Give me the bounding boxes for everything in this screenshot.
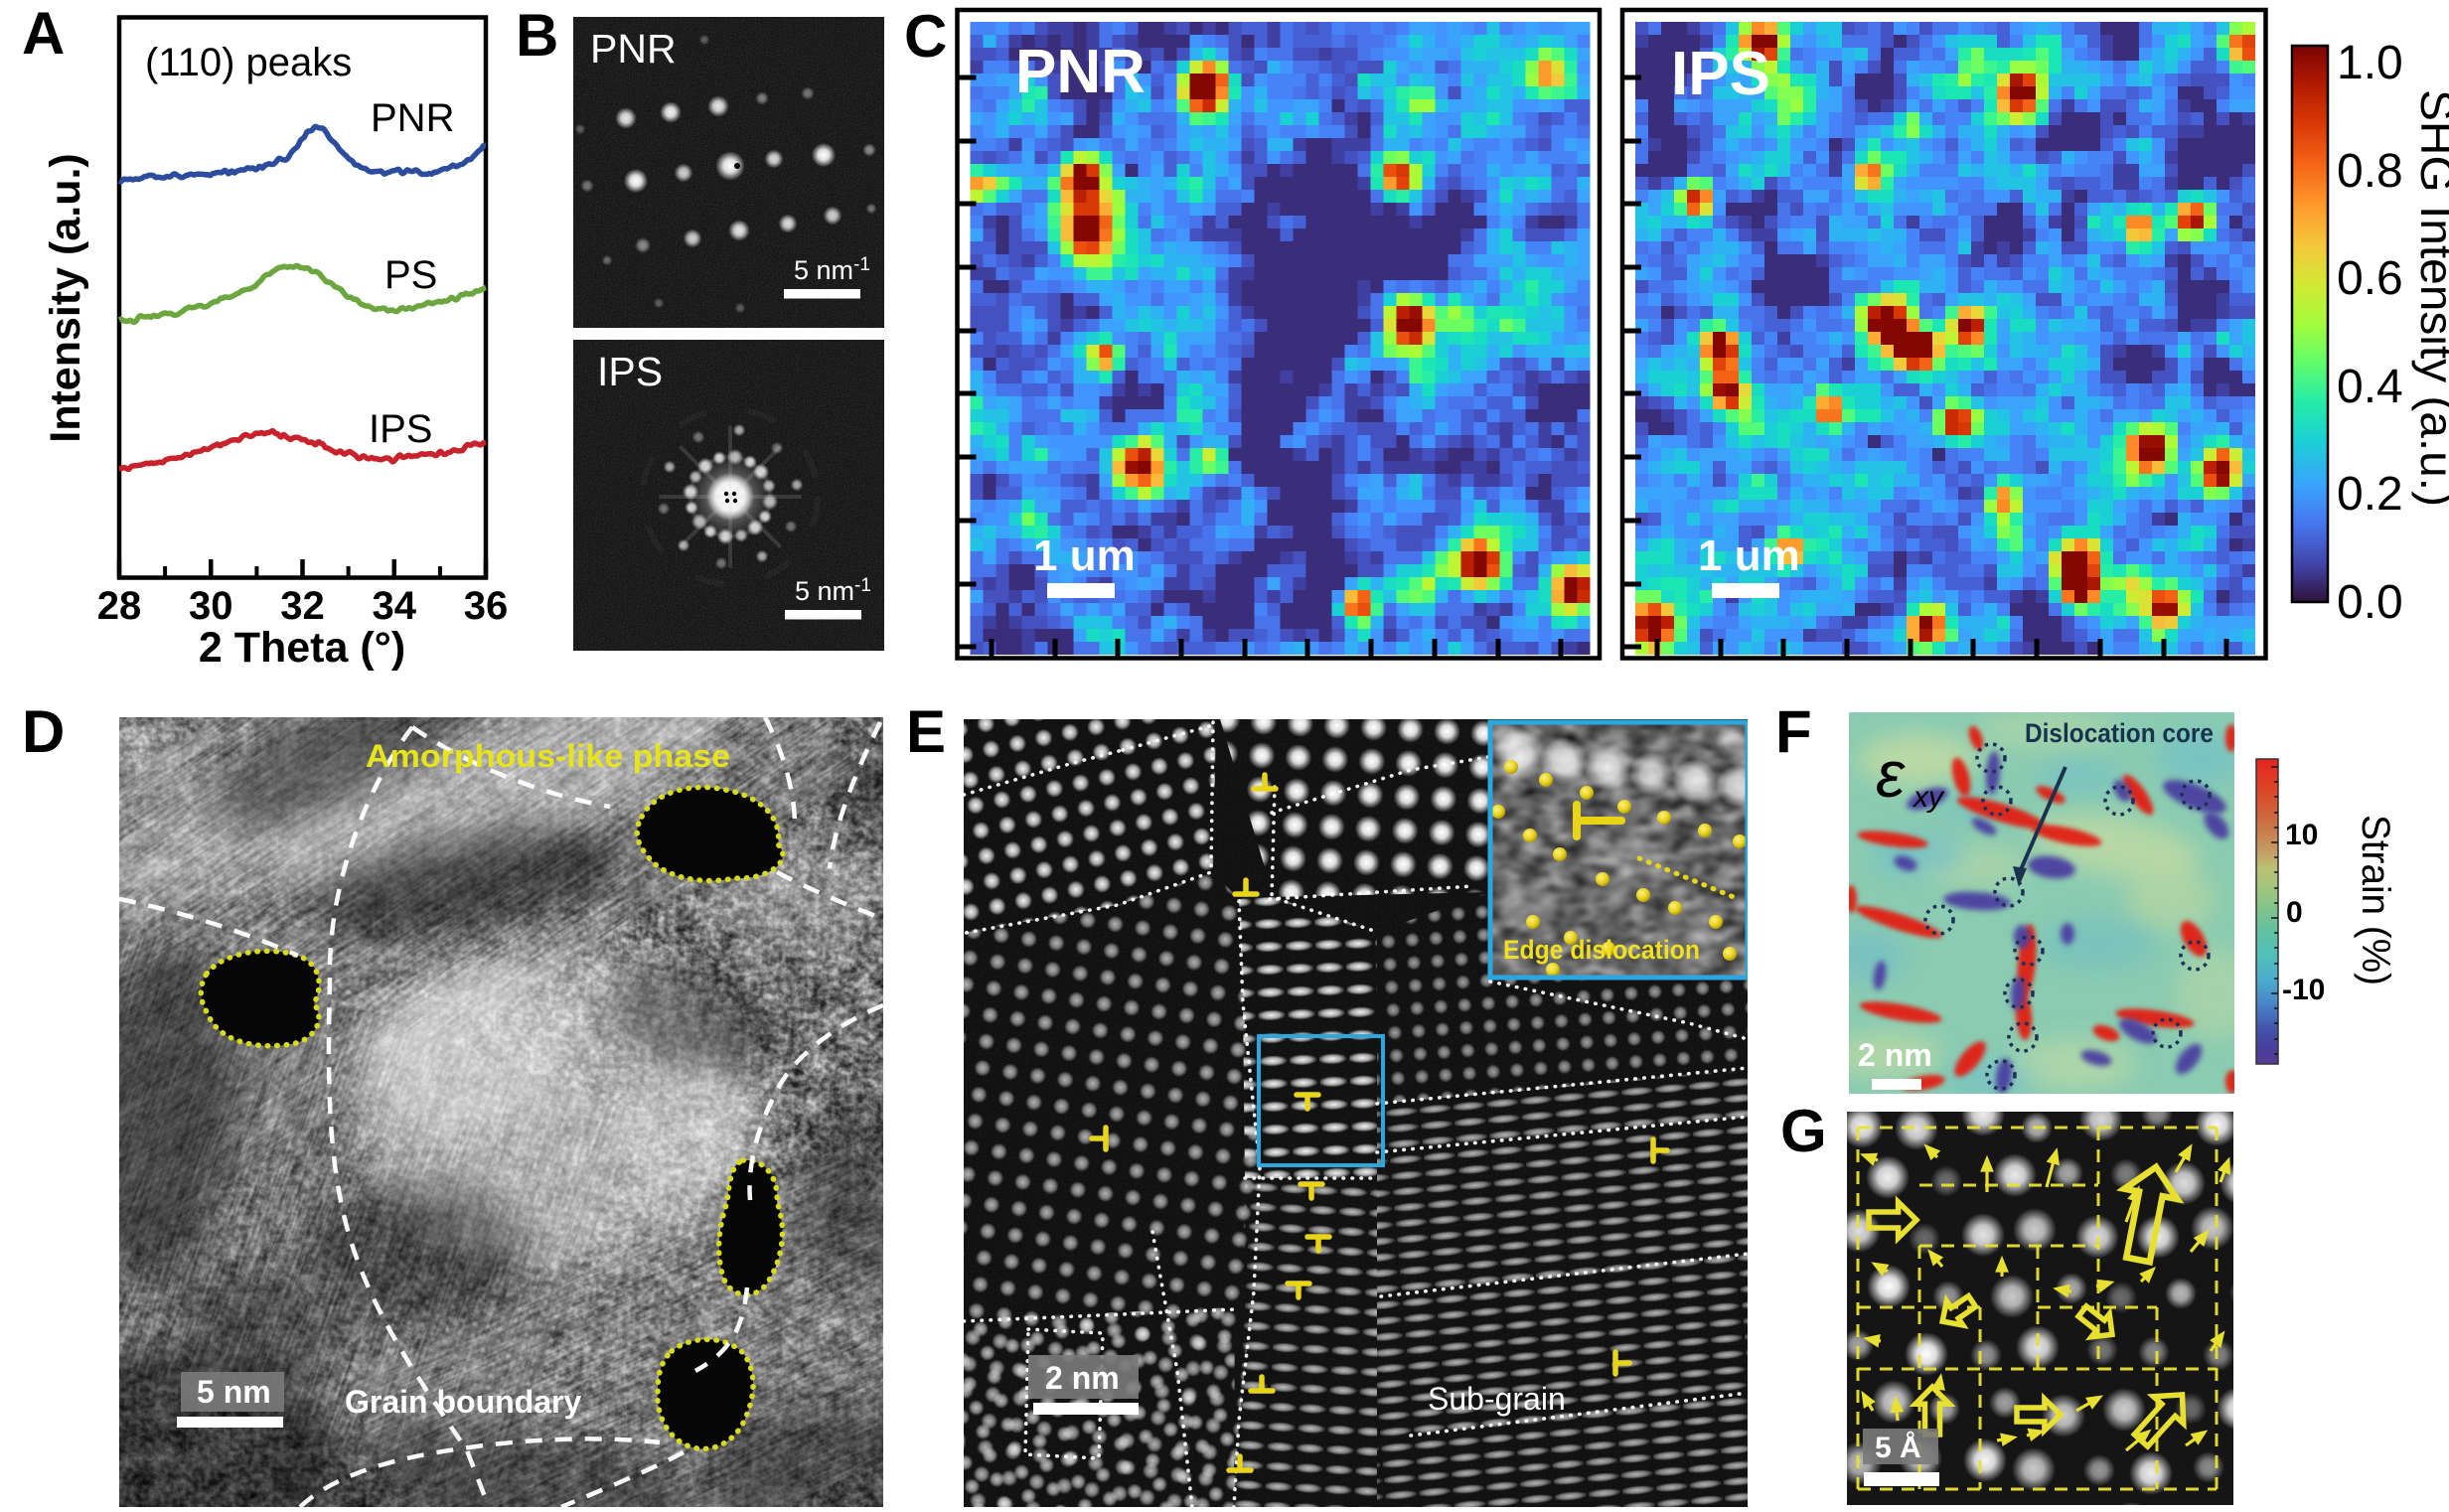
svg-text:28: 28 <box>97 584 142 628</box>
svg-text:PS: PS <box>384 253 437 297</box>
svg-text:Edge dislocation: Edge dislocation <box>1503 935 1700 965</box>
svg-text:(110) peaks: (110) peaks <box>145 41 352 84</box>
svg-text:30: 30 <box>189 584 233 628</box>
svg-text:1.0: 1.0 <box>2337 37 2403 89</box>
svg-text:D: D <box>22 698 65 765</box>
svg-text:10: 10 <box>2285 819 2318 851</box>
svg-text:PNR: PNR <box>1015 38 1146 106</box>
svg-text:E: E <box>906 698 946 765</box>
svg-text:G: G <box>1780 1098 1827 1164</box>
svg-text:0.6: 0.6 <box>2337 252 2403 305</box>
svg-text:Intensity (a.u.): Intensity (a.u.) <box>42 153 89 442</box>
svg-text:PNR: PNR <box>590 26 677 72</box>
svg-text:2 nm: 2 nm <box>1045 1360 1120 1396</box>
svg-text:B: B <box>516 2 558 69</box>
svg-text:Amorphous-like phase: Amorphous-like phase <box>366 738 730 774</box>
svg-text:xy: xy <box>1912 781 1945 814</box>
svg-text:0.0: 0.0 <box>2337 576 2403 629</box>
svg-text:IPS: IPS <box>369 407 432 451</box>
svg-text:1 um: 1 um <box>1698 531 1800 580</box>
svg-text:ε: ε <box>1876 737 1906 811</box>
svg-text:32: 32 <box>280 584 325 628</box>
svg-text:1 um: 1 um <box>1033 531 1136 580</box>
svg-text:Sub-grain: Sub-grain <box>1428 1381 1566 1417</box>
svg-text:F: F <box>1775 698 1812 765</box>
svg-text:2 nm: 2 nm <box>1858 1037 1932 1073</box>
svg-text:Strain (%): Strain (%) <box>2354 815 2397 985</box>
svg-text:5 Å: 5 Å <box>1875 1432 1921 1464</box>
svg-text:IPS: IPS <box>597 349 663 394</box>
svg-text:Grain boundary: Grain boundary <box>345 1384 581 1420</box>
svg-text:PNR: PNR <box>371 96 454 140</box>
svg-text:5 nm: 5 nm <box>197 1374 271 1410</box>
svg-text:0.4: 0.4 <box>2337 361 2403 413</box>
svg-text:0.2: 0.2 <box>2337 468 2403 521</box>
svg-text:34: 34 <box>373 584 417 628</box>
svg-text:IPS: IPS <box>1671 40 1770 108</box>
svg-text:0: 0 <box>2286 896 2303 929</box>
svg-text:-10: -10 <box>2282 974 2325 1006</box>
svg-text:0.8: 0.8 <box>2337 145 2403 198</box>
svg-text:C: C <box>904 3 947 70</box>
svg-text:2 Theta (°): 2 Theta (°) <box>199 624 405 672</box>
svg-text:36: 36 <box>464 584 509 628</box>
svg-text:Dislocation core: Dislocation core <box>2025 718 2214 748</box>
svg-text:A: A <box>22 0 65 67</box>
svg-text:SHG Intensity (a.u.): SHG Intensity (a.u.) <box>2411 89 2449 507</box>
